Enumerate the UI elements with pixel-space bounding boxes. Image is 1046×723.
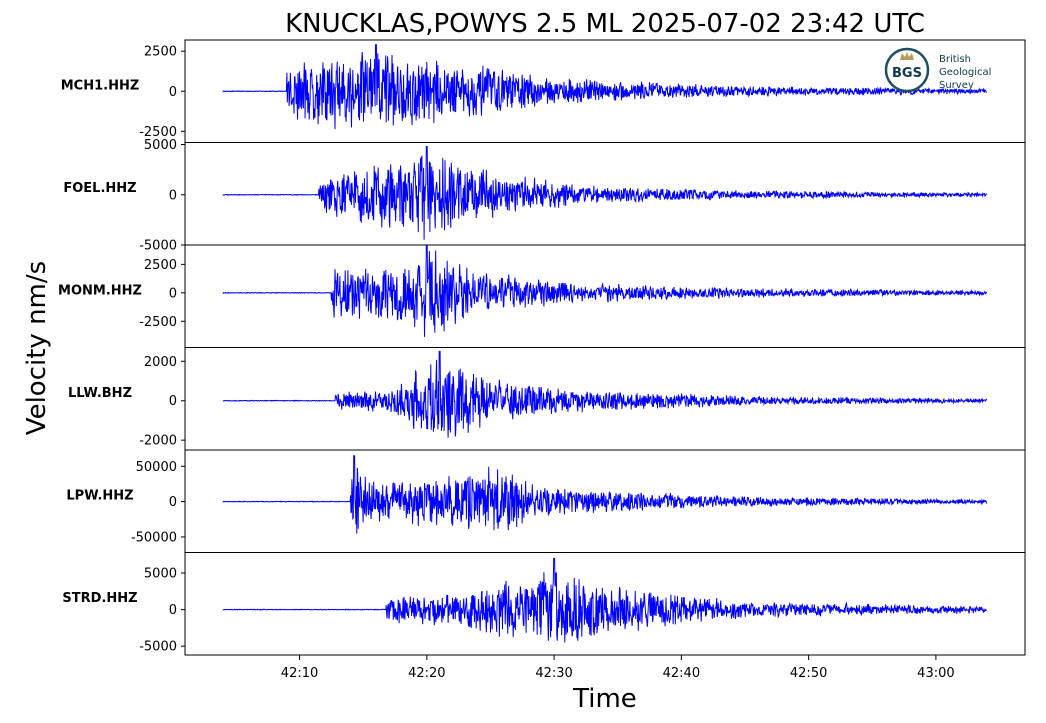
x-tick-label: 42:20 xyxy=(408,666,445,681)
trace-panel-4: 2000 0 -2000 LLW.BHZ xyxy=(68,347,1026,451)
x-tick-label: 42:50 xyxy=(790,666,827,681)
waveform-llw-bhz xyxy=(222,350,988,438)
y-tick-label: -50000 xyxy=(131,530,177,545)
y-tick-label: -2500 xyxy=(139,125,177,140)
y-tick-label: -5000 xyxy=(139,239,177,254)
x-tick-label: 42:30 xyxy=(535,666,572,681)
station-label: STRD.HHZ xyxy=(62,591,137,606)
y-tick-label: 2500 xyxy=(144,45,177,60)
x-tick-label: 42:40 xyxy=(663,666,700,681)
trace-panels: 25000-2500MCH1.HHZ50000-5000FOEL.HHZ2500… xyxy=(58,39,1026,656)
bgs-logo-ring xyxy=(884,47,930,93)
waveform-lpw-hhz xyxy=(222,455,988,534)
bgs-logo-line-2: Geological xyxy=(939,67,991,78)
trace-panel-1: 2500 0 -2500 MCH1.HHZ xyxy=(61,39,1026,143)
station-label: LLW.BHZ xyxy=(68,386,132,401)
station-label: LPW.HHZ xyxy=(66,488,133,503)
y-tick-label: 5000 xyxy=(144,567,177,582)
trace-panel-3: 2500 0 -2500 MONM.HHZ xyxy=(58,244,1026,348)
y-tick-label: 2000 xyxy=(144,355,177,370)
x-tick-label: 43:00 xyxy=(917,666,954,681)
y-axis-label: Velocity nm/s xyxy=(22,261,52,435)
x-axis-label: Time xyxy=(572,684,637,714)
trace-panel-2: 5000 0 -5000 FOEL.HHZ xyxy=(63,138,1026,254)
y-tick-label: 0 xyxy=(169,495,177,510)
waveform-mch1-hhz xyxy=(222,44,987,130)
crown-icon xyxy=(900,52,914,60)
trace-panel-6: 5000 0 -5000 STRD.HHZ xyxy=(62,552,1026,656)
y-tick-label: -2000 xyxy=(139,434,177,449)
y-tick-label: 0 xyxy=(169,394,177,409)
y-tick-label: 50000 xyxy=(136,460,177,475)
panel-frame xyxy=(184,244,1026,348)
y-tick-label: 2500 xyxy=(144,258,177,273)
chart-title: KNUCKLAS,POWYS 2.5 ML 2025-07-02 23:42 U… xyxy=(285,9,925,39)
bgs-logo-initials: BGS xyxy=(892,66,922,81)
waveform-strd-hhz xyxy=(222,557,987,643)
y-tick-label: 0 xyxy=(169,603,177,618)
y-tick-label: 0 xyxy=(169,286,177,301)
y-tick-label: 0 xyxy=(169,188,177,203)
waveform-foel-hhz xyxy=(222,146,988,240)
panel-frame xyxy=(184,552,1026,656)
bgs-logo-line-1: British xyxy=(939,54,971,65)
panel-frame xyxy=(184,347,1026,451)
x-axis: 42:10 42:20 42:30 42:40 42:50 43:00 xyxy=(281,655,955,681)
y-tick-label: 5000 xyxy=(144,138,177,153)
x-tick-label: 42:10 xyxy=(281,666,318,681)
station-label: MONM.HHZ xyxy=(58,283,142,298)
trace-panel-5: 50000 0 -50000 LPW.HHZ xyxy=(66,449,1026,553)
bgs-logo: BGS British Geological Survey xyxy=(884,47,991,93)
waveform-monm-hhz xyxy=(222,244,988,337)
y-tick-label: -5000 xyxy=(139,640,177,655)
y-tick-label: 0 xyxy=(169,85,177,100)
y-tick-label: -2500 xyxy=(139,315,177,330)
station-label: FOEL.HHZ xyxy=(63,181,136,196)
bgs-logo-line-3: Survey xyxy=(939,80,974,91)
station-label: MCH1.HHZ xyxy=(61,78,140,93)
